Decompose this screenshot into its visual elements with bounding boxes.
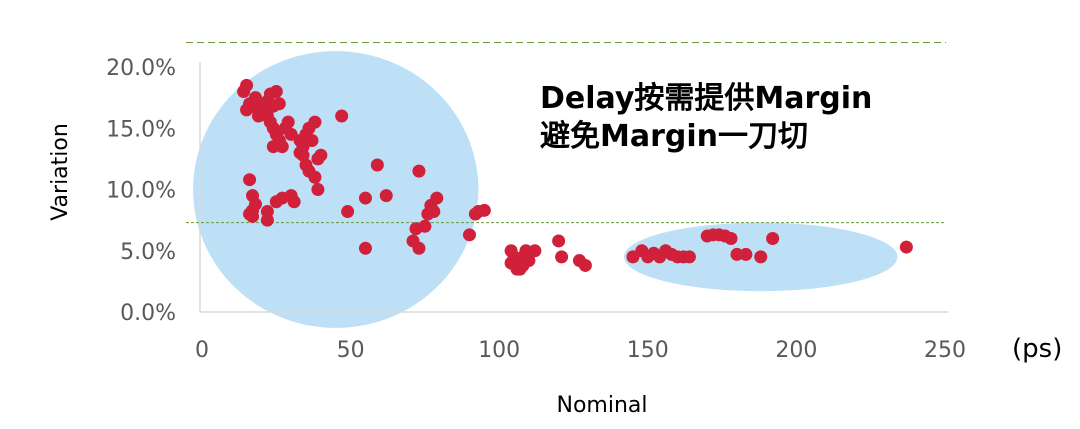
x-tick-label: 100 [478, 338, 520, 363]
data-point [899, 240, 913, 254]
data-point [287, 195, 301, 209]
data-point [724, 232, 738, 245]
x-tick-label: 200 [775, 338, 817, 363]
x-tick-label: 250 [924, 338, 966, 363]
data-point [335, 109, 349, 123]
data-point [739, 247, 753, 261]
data-point [516, 258, 530, 272]
data-point [519, 244, 533, 258]
y-tick-label: 15.0% [106, 117, 176, 142]
data-point [528, 244, 542, 258]
y-tick-labels: 0.0% 5.0% 10.0% 15.0% 20.0% [106, 56, 176, 326]
data-point [370, 158, 384, 172]
y-axis-title: Variation [48, 123, 73, 221]
data-point [341, 205, 355, 219]
data-point [281, 115, 295, 129]
data-point [308, 170, 322, 184]
data-point [578, 258, 592, 272]
x-tick-label: 0 [195, 338, 209, 363]
data-point [427, 205, 441, 219]
data-point [412, 241, 426, 255]
data-point [462, 228, 476, 242]
x-unit-label: (ps) [1012, 334, 1062, 364]
y-tick-label: 5.0% [120, 240, 176, 265]
data-points [237, 78, 913, 276]
data-point [730, 247, 744, 261]
data-point [379, 189, 393, 203]
data-point [260, 213, 274, 227]
data-point [754, 250, 768, 264]
data-point [552, 234, 566, 248]
data-point [412, 164, 426, 178]
y-tick-label: 20.0% [106, 56, 176, 81]
x-axis-title: Nominal [557, 393, 648, 418]
data-point [477, 203, 491, 217]
data-point [243, 173, 257, 187]
x-tick-labels: 0 50 100 150 200 250 [195, 338, 966, 363]
data-point [272, 97, 286, 111]
data-point [293, 146, 307, 160]
data-point [555, 250, 569, 264]
data-point [272, 134, 286, 147]
highlight-region-1 [193, 51, 479, 328]
data-point [682, 250, 696, 264]
data-point [311, 183, 325, 196]
data-point [305, 134, 319, 147]
data-point [418, 219, 432, 233]
data-point [308, 115, 322, 129]
annotation-line-1: Delay按需提供Margin [540, 81, 872, 116]
x-tick-label: 150 [627, 338, 669, 363]
reference-lines [186, 42, 946, 224]
data-point [240, 78, 254, 92]
data-point [430, 191, 444, 205]
y-tick-label: 0.0% [120, 301, 176, 326]
data-point [766, 232, 780, 245]
data-point [314, 148, 328, 162]
data-point [358, 241, 372, 255]
y-tick-label: 10.0% [106, 179, 176, 204]
data-point [358, 191, 372, 205]
x-tick-label: 50 [337, 338, 365, 363]
data-point [269, 85, 283, 98]
annotation-line-2: 避免Margin一刀切 [540, 119, 808, 154]
data-point [246, 209, 260, 223]
